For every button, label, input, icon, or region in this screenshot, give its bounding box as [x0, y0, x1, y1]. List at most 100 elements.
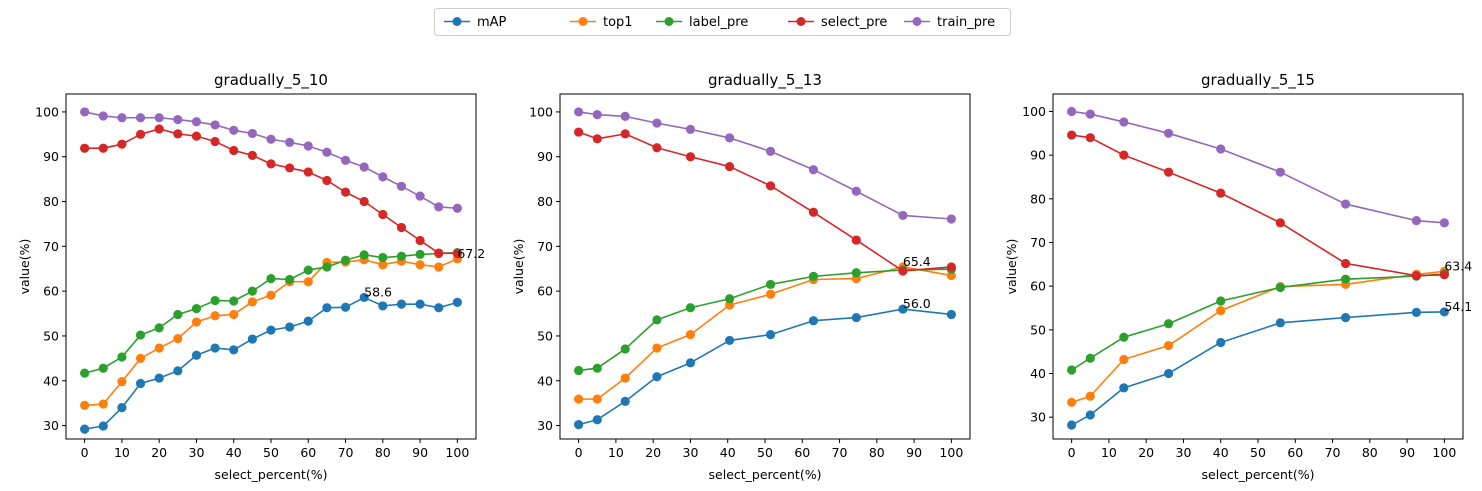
x-tick-label: 20: [645, 445, 661, 460]
legend-entry-label-pre: label_pre: [656, 15, 748, 30]
data-point: [1119, 117, 1129, 127]
series-train-pre: [1067, 106, 1449, 228]
data-point: [1216, 306, 1226, 316]
data-point: [592, 363, 602, 373]
data-point: [1216, 337, 1226, 348]
data-point: [229, 309, 239, 320]
legend: mAP top1 label_pre select_pre train_pre: [434, 8, 1011, 36]
x-tick-label: 70: [1325, 445, 1341, 460]
data-point: [135, 378, 146, 389]
legend-entry-top1: top1: [570, 15, 633, 30]
x-tick-label: 90: [1399, 445, 1415, 460]
data-point: [210, 343, 220, 353]
data-point: [1163, 128, 1174, 138]
data-point: [1411, 271, 1422, 281]
data-point: [396, 251, 407, 261]
x-tick-label: 90: [906, 445, 922, 460]
plot-frame: [559, 93, 971, 440]
data-point: [898, 304, 908, 314]
series-line: [84, 128, 458, 255]
data-point: [191, 117, 202, 127]
y-tick-label: 50: [1030, 322, 1046, 337]
data-point: [946, 262, 956, 272]
data-point: [724, 294, 735, 304]
data-point: [415, 249, 425, 260]
data-point: [685, 124, 696, 134]
x-tick-label: 10: [1101, 445, 1117, 460]
data-point: [1067, 397, 1077, 407]
data-point: [1119, 383, 1129, 393]
data-point: [247, 150, 257, 160]
y-axis-label: value(%): [511, 239, 526, 295]
series-line: [1071, 273, 1445, 371]
data-point: [1275, 282, 1285, 293]
data-point: [173, 309, 183, 320]
x-tick-label: 40: [226, 445, 242, 460]
legend-frame: [434, 8, 1011, 36]
series-line: [578, 268, 952, 372]
data-point: [652, 343, 662, 353]
data-point: [285, 322, 295, 332]
x-tick-label: 80: [375, 445, 391, 460]
x-tick-label: 60: [1287, 445, 1303, 460]
x-tick-label: 100: [1432, 445, 1456, 460]
data-point: [266, 134, 276, 144]
data-point: [80, 424, 90, 434]
data-point: [322, 303, 332, 313]
series-train-pre: [574, 107, 956, 224]
data-point: [191, 304, 202, 314]
data-point: [396, 181, 407, 191]
data-point: [191, 350, 202, 360]
y-tick-label: 60: [1030, 279, 1046, 294]
data-point: [303, 167, 313, 177]
x-tick-label: 30: [189, 445, 205, 460]
data-point: [415, 260, 425, 270]
legend-marker: [664, 17, 674, 26]
data-point: [434, 303, 444, 313]
data-point: [80, 143, 90, 153]
x-tick-label: 40: [720, 445, 736, 460]
y-tick-label: 40: [1030, 366, 1046, 381]
legend-marker: [452, 17, 462, 26]
data-point: [415, 235, 425, 246]
x-tick-label: 20: [1138, 445, 1154, 460]
data-point: [620, 129, 630, 139]
data-point: [452, 248, 462, 259]
data-point: [808, 207, 819, 217]
data-point: [808, 165, 819, 175]
data-point: [574, 420, 584, 430]
data-point: [229, 125, 239, 135]
data-point: [620, 396, 630, 406]
x-tick-label: 60: [300, 445, 316, 460]
data-point: [229, 296, 239, 306]
data-point: [303, 277, 313, 287]
legend-label: label_pre: [689, 15, 748, 30]
legend-label: select_pre: [821, 15, 887, 30]
legend-label: train_pre: [937, 15, 995, 30]
data-point: [765, 289, 776, 299]
data-point: [1067, 365, 1077, 375]
data-point: [173, 129, 183, 139]
data-point: [1085, 353, 1095, 363]
data-point: [851, 186, 861, 196]
data-point: [724, 161, 735, 172]
data-point: [808, 316, 819, 326]
subplot-gradually-5-13: gradually_5_13 0 10 20 30 40 50 60 70 80 90 100 30 40…: [511, 71, 971, 482]
data-point: [378, 209, 388, 220]
data-point: [1275, 167, 1285, 177]
data-point: [98, 421, 108, 431]
data-point: [247, 128, 257, 139]
data-point: [135, 129, 146, 139]
data-point: [154, 124, 164, 134]
data-point: [359, 162, 369, 172]
data-point: [1411, 216, 1422, 226]
data-point: [620, 111, 630, 122]
subplot-title: gradually_5_10: [214, 71, 328, 90]
data-point: [1085, 109, 1095, 119]
data-point: [1067, 420, 1077, 430]
data-point: [266, 273, 276, 284]
x-tick-label: 50: [757, 445, 773, 460]
data-point: [1439, 218, 1449, 228]
x-tick-label: 10: [114, 445, 130, 460]
